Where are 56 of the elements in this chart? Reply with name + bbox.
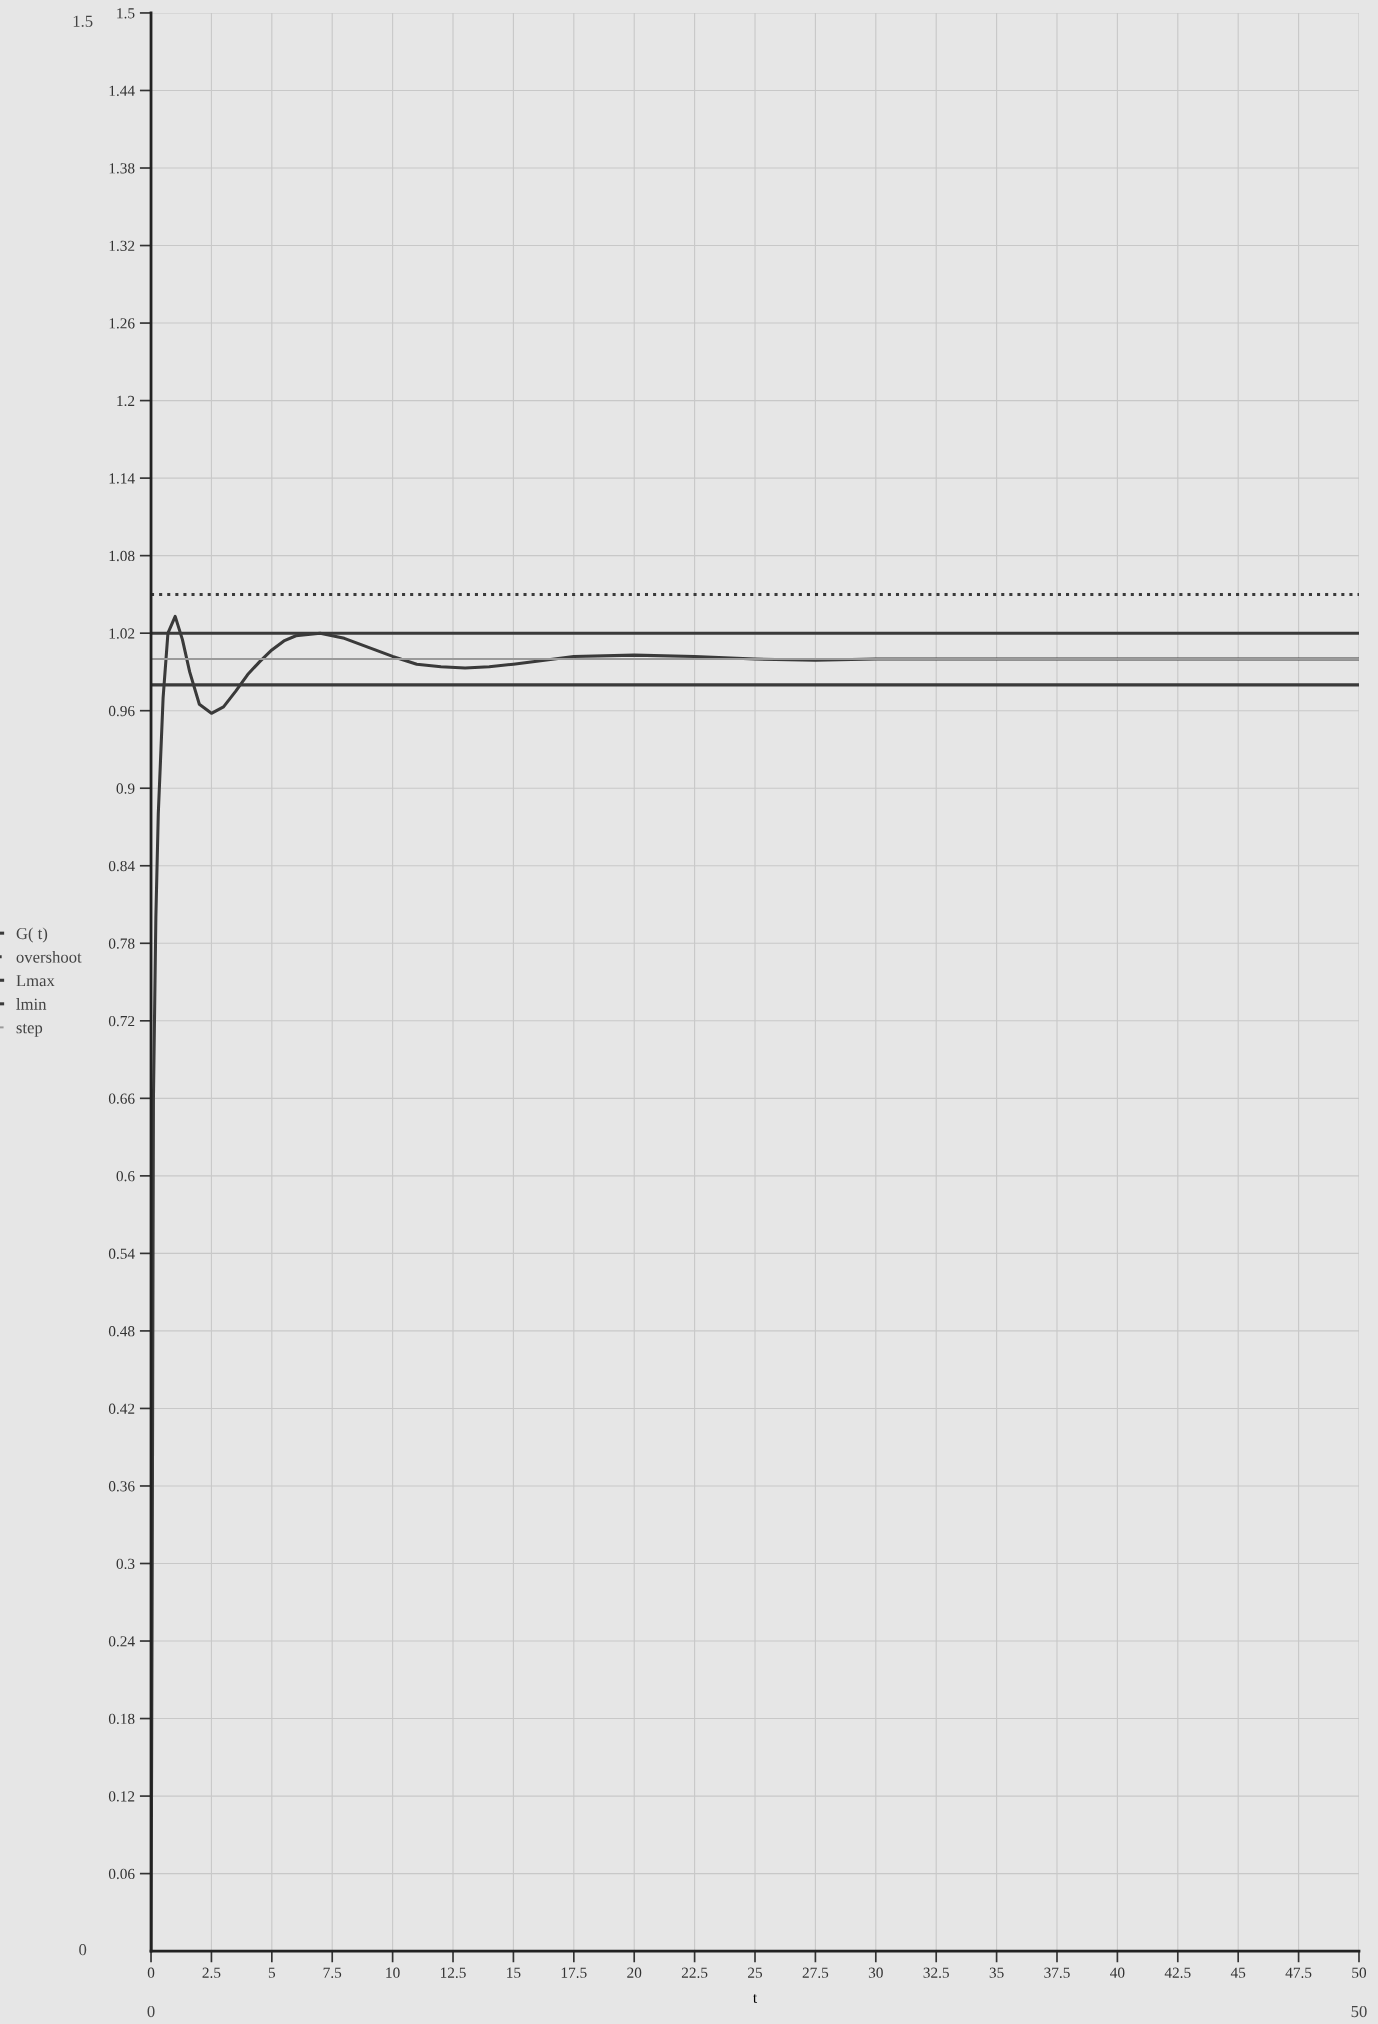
y-tick-label: 0.42 [108, 1403, 135, 1414]
x-tick-label: 37.5 [1044, 1967, 1070, 1978]
x-tick-label: 22.5 [681, 1967, 708, 1978]
x-tick-label: 2.5 [202, 1967, 221, 1978]
y-tick-label: 0.9 [116, 783, 135, 794]
y-tick-label: 1.38 [109, 163, 135, 174]
y-tick-label: 0.72 [108, 1015, 135, 1027]
x-axis-title: t [753, 1994, 758, 2003]
y-tick-label: 0.06 [108, 1868, 135, 1880]
x-tick-label: 42.5 [1164, 1967, 1191, 1978]
text: 1.5 [73, 15, 93, 27]
x-tick-label: 45 [1230, 1967, 1246, 1978]
x-tick-label: 35 [989, 1967, 1004, 1978]
x-tick-label: 15 [507, 1967, 521, 1978]
x-tick-label: 25 [748, 1967, 763, 1978]
y-tick-label: 0.12 [108, 1791, 135, 1802]
legend-label: Lmax [16, 975, 55, 987]
y-tick-label: 1.44 [109, 85, 135, 96]
y-tick-label: 0.54 [108, 1248, 135, 1259]
x-tick-label: 12.5 [440, 1967, 466, 1978]
text: 50 [1351, 2005, 1367, 2018]
y-tick-label: 0.6 [116, 1171, 135, 1182]
x-tick-label: 0 [147, 1967, 155, 1978]
y-tick-label: 0.36 [108, 1481, 135, 1492]
x-tick-label: 27.5 [802, 1967, 829, 1978]
y-tick-label: 1.2 [117, 395, 135, 407]
y-tick-label: 0.84 [108, 860, 135, 872]
x-tick-label: 30 [868, 1967, 883, 1978]
x-tick-label: 10 [386, 1967, 400, 1978]
legend-label: overshoot [16, 950, 82, 963]
x-tick-label: 47.5 [1285, 1967, 1312, 1978]
x-tick-label: 5 [268, 1967, 276, 1978]
x-tick-label: 7.5 [323, 1967, 342, 1978]
x-tick-label: 32.5 [923, 1967, 949, 1978]
legend-label: step [16, 1023, 43, 1037]
y-tick-label: 1.08 [109, 550, 135, 562]
y-tick-label: 1.32 [109, 240, 135, 252]
y-tick-label: 0.96 [108, 705, 135, 717]
y-tick-label: 1.14 [109, 473, 135, 484]
y-tick-label: 0.78 [108, 938, 135, 949]
y-tick-label: 0.24 [108, 1636, 135, 1647]
text: 0 [147, 2005, 155, 2018]
x-tick-label: 40 [1110, 1967, 1125, 1978]
y-tick-label: 0.18 [108, 1713, 135, 1725]
legend-label: G( t) [16, 927, 48, 943]
legend-label: lmin [16, 998, 47, 1010]
x-tick-label: 17.5 [561, 1967, 587, 1978]
y-tick-label: 1.26 [109, 318, 135, 329]
y-tick-label: 0.66 [108, 1093, 135, 1104]
x-tick-label: 20 [627, 1967, 642, 1978]
y-tick-label: 1.02 [109, 628, 135, 639]
y-tick-label: 1.5 [117, 8, 135, 19]
y-tick-label: 0.48 [108, 1326, 135, 1337]
x-tick-label: 50 [1352, 1967, 1367, 1978]
y-tick-label: 0.3 [116, 1558, 135, 1570]
text: 0 [79, 1944, 87, 1956]
